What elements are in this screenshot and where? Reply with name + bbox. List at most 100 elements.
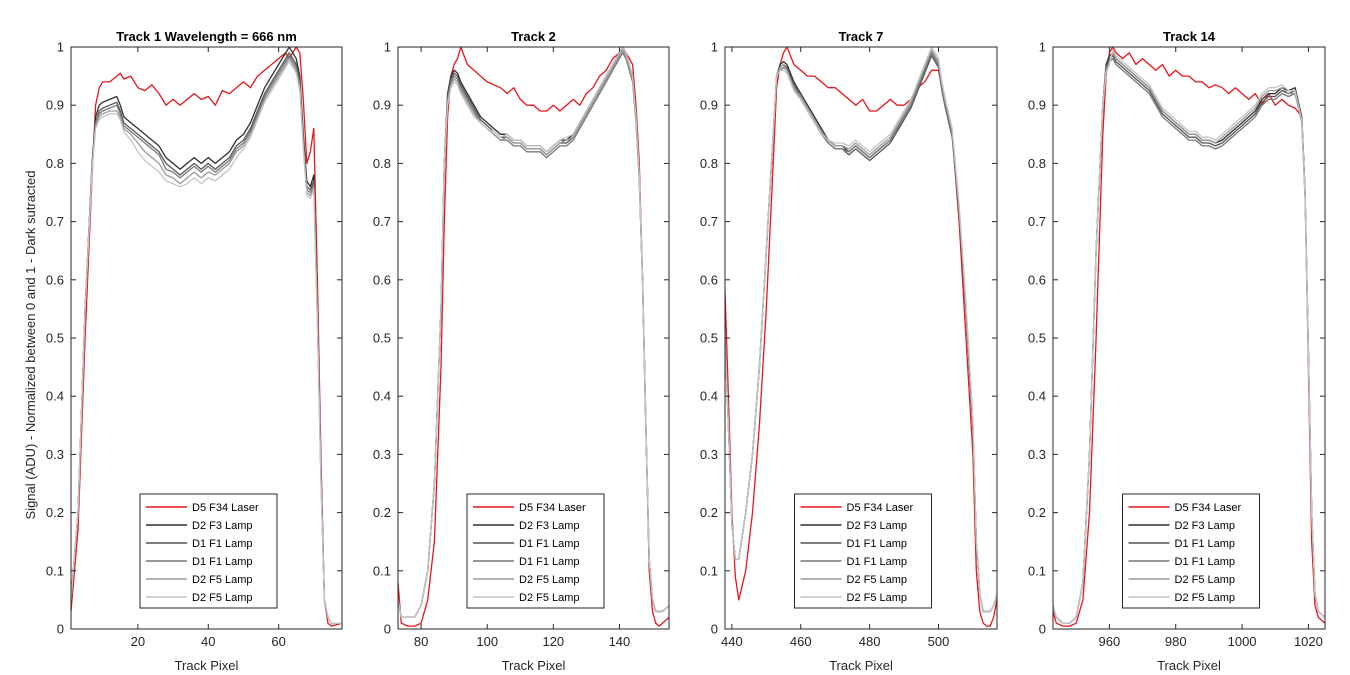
legend-entry: D1 F1 Lamp [1175,556,1236,568]
y-tick-label: 0.3 [1028,447,1046,462]
figure-ylabel: Signal (ADU) - Normalized between 0 and … [23,171,38,520]
chart-panel-1: 0 0.1 0.2 0.3 0.4 0.5 0.6 0.7 0.8 0.9 1 20 40 60 Track… [46,29,343,673]
legend-box [794,493,932,609]
y-tick-label: 0.6 [46,272,64,287]
x-tick-label: 100 [476,634,498,649]
legend-entry: D1 F1 Lamp [1175,538,1236,550]
x-tick-label: 480 [859,634,881,649]
legend: D5 F34 Laser D2 F3 Lamp D1 F1 Lamp D1 F1 La… [1122,493,1260,609]
series-line-1 [1053,47,1325,627]
legend-entry: D2 F5 Lamp [847,592,908,604]
x-tick-label: 440 [721,634,743,649]
y-tick-label: 0.7 [373,214,391,229]
series-group [71,47,342,627]
legend-entry: D1 F1 Lamp [519,556,580,568]
x-tick-label: 960 [1099,634,1121,649]
x-tick-label: 20 [131,634,145,649]
y-tick-label: 1 [1039,40,1046,55]
series-line-6 [1053,49,1325,624]
y-tick-label: 1 [57,40,64,55]
y-tick-label: 0.3 [700,447,718,462]
legend-entry: D2 F5 Lamp [519,574,580,586]
x-axis-label: Track Pixel [502,658,566,673]
y-tick-label: 0.3 [46,447,64,462]
y-tick-label: 0.8 [373,156,391,171]
legend-entry: D2 F5 Lamp [192,592,253,604]
y-tick-label: 0.5 [46,331,64,346]
legend: D5 F34 Laser D2 F3 Lamp D1 F1 Lamp D1 F1 La… [139,493,278,609]
y-tick-label: 0.5 [373,331,391,346]
chart-panel-2: 0 0.1 0.2 0.3 0.4 0.5 0.6 0.7 0.8 0.9 1 80 100 120 140… [373,29,670,673]
series-group [398,47,669,627]
legend-entry: D2 F3 Lamp [519,520,580,532]
legend-box [466,493,605,609]
y-tick-label: 0.8 [46,156,64,171]
y-tick-label: 0.6 [700,272,718,287]
legend-box [1122,493,1260,609]
y-tick-label: 0.2 [373,505,391,520]
x-axis-label: Track Pixel [175,658,239,673]
legend-entry: D1 F1 Lamp [192,556,253,568]
legend-entry: D2 F5 Lamp [519,592,580,604]
y-tick-label: 0 [57,622,64,637]
legend-entry: D5 F34 Laser [1175,502,1242,514]
x-tick-label: 1000 [1228,634,1257,649]
y-tick-label: 0.4 [46,389,64,404]
legend-entry: D5 F34 Laser [519,502,586,514]
chart-panel-3: 0 0.1 0.2 0.3 0.4 0.5 0.6 0.7 0.8 0.9 1 440 460 480 50… [700,29,998,673]
series-line-6 [398,47,669,619]
y-tick-label: 0.9 [700,98,718,113]
x-tick-label: 140 [609,634,631,649]
series-line-6 [725,47,997,613]
legend-entry: D1 F1 Lamp [519,538,580,550]
legend-entry: D2 F5 Lamp [847,574,908,586]
y-tick-label: 0.2 [700,505,718,520]
y-tick-label: 0.2 [46,505,64,520]
y-tick-label: 0.1 [1028,563,1046,578]
y-tick-label: 1 [711,40,718,55]
x-axis-label: Track Pixel [1157,658,1221,673]
x-tick-label: 60 [271,634,285,649]
y-tick-label: 0.4 [700,389,718,404]
x-tick-label: 80 [414,634,428,649]
x-tick-label: 1020 [1294,634,1323,649]
y-tick-label: 1 [384,40,391,55]
series-line-3 [71,52,342,624]
legend-entry: D5 F34 Laser [847,502,914,514]
y-tick-label: 0.1 [373,563,391,578]
legend-box [139,493,278,609]
y-tick-label: 0.4 [1028,389,1046,404]
series-line-2 [71,47,342,624]
legend: D5 F34 Laser D2 F3 Lamp D1 F1 Lamp D1 F1 La… [466,493,605,609]
y-tick-label: 0.7 [700,214,718,229]
legend-entry: D2 F5 Lamp [1175,592,1236,604]
chart-title: Track 1 Wavelength = 666 nm [116,29,297,44]
y-tick-label: 0.1 [46,563,64,578]
x-tick-label: 120 [542,634,564,649]
x-tick-label: 980 [1165,634,1187,649]
y-tick-label: 0.8 [1028,156,1046,171]
chart-title: Track 2 [511,29,556,44]
legend-entry: D2 F5 Lamp [192,574,253,586]
legend-entry: D2 F3 Lamp [192,520,253,532]
y-tick-label: 0.9 [373,98,391,113]
x-tick-label: 500 [928,634,950,649]
y-tick-label: 0 [384,622,391,637]
y-tick-label: 0.2 [1028,505,1046,520]
legend-entry: D5 F34 Laser [192,502,259,514]
legend-entry: D1 F1 Lamp [192,538,253,550]
series-line-1 [398,47,669,627]
y-tick-label: 0.1 [700,563,718,578]
y-tick-label: 0.6 [373,272,391,287]
y-tick-label: 0.3 [373,447,391,462]
chart-title: Track 7 [839,29,884,44]
y-tick-label: 0.5 [700,331,718,346]
series-group [1053,47,1325,627]
y-tick-label: 0.9 [46,98,64,113]
y-tick-label: 0.7 [46,214,64,229]
series-line-1 [725,47,997,627]
y-tick-label: 0.7 [1028,214,1046,229]
y-tick-label: 0 [1039,622,1046,637]
series-line-5 [71,57,342,624]
